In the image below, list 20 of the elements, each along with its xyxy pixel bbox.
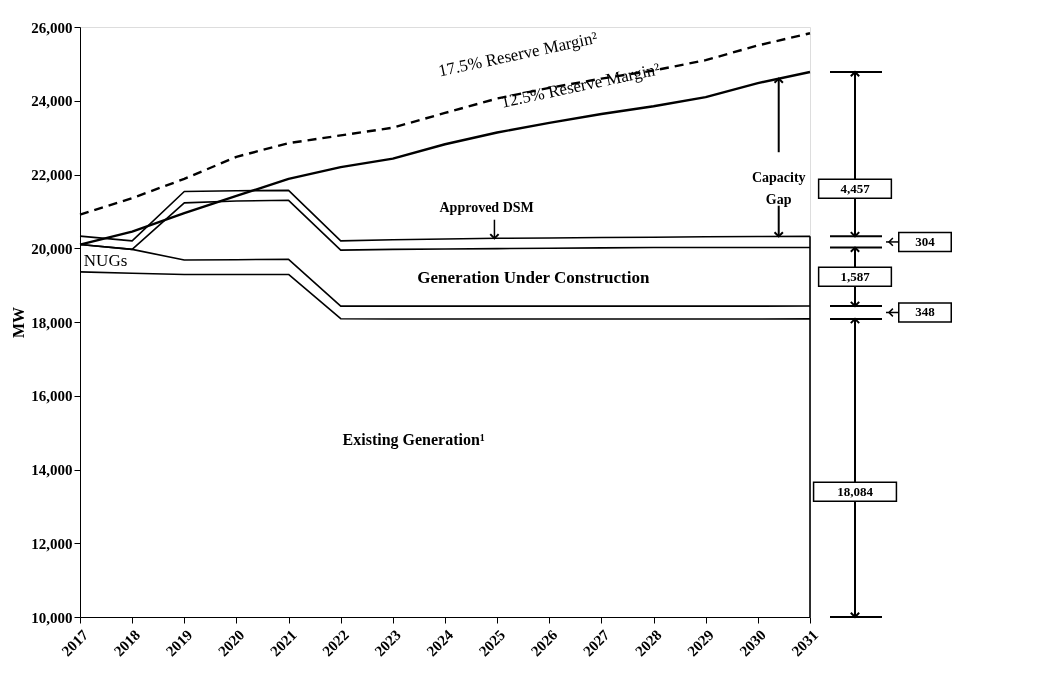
y-tick-label: 22,000 bbox=[31, 167, 73, 183]
y-tick-label: 16,000 bbox=[31, 388, 73, 405]
y-tick-label: 26,000 bbox=[31, 19, 73, 36]
annotation: Approved DSM bbox=[439, 199, 534, 215]
y-tick-label: 12,000 bbox=[31, 535, 73, 552]
text: 18,084 bbox=[837, 483, 874, 499]
y-tick-label: 14,000 bbox=[31, 462, 73, 478]
y-tick-label: 20,000 bbox=[31, 240, 73, 257]
y-tick-label: 10,000 bbox=[31, 609, 73, 626]
y-tick-label: 24,000 bbox=[31, 93, 73, 110]
text: 4,457 bbox=[840, 180, 871, 196]
annotation: Capacity Gap bbox=[751, 170, 806, 208]
annotation: Generation Under Construction bbox=[417, 268, 650, 288]
y-axis-title: MW bbox=[10, 306, 28, 339]
text: 1,587 bbox=[840, 268, 871, 284]
y-tick-label: 18,000 bbox=[31, 314, 73, 331]
annotation: NUGs bbox=[83, 251, 128, 271]
text: 348 bbox=[915, 304, 936, 320]
text: 304 bbox=[915, 233, 936, 249]
annotation: Existing Generation¹ bbox=[342, 431, 485, 449]
